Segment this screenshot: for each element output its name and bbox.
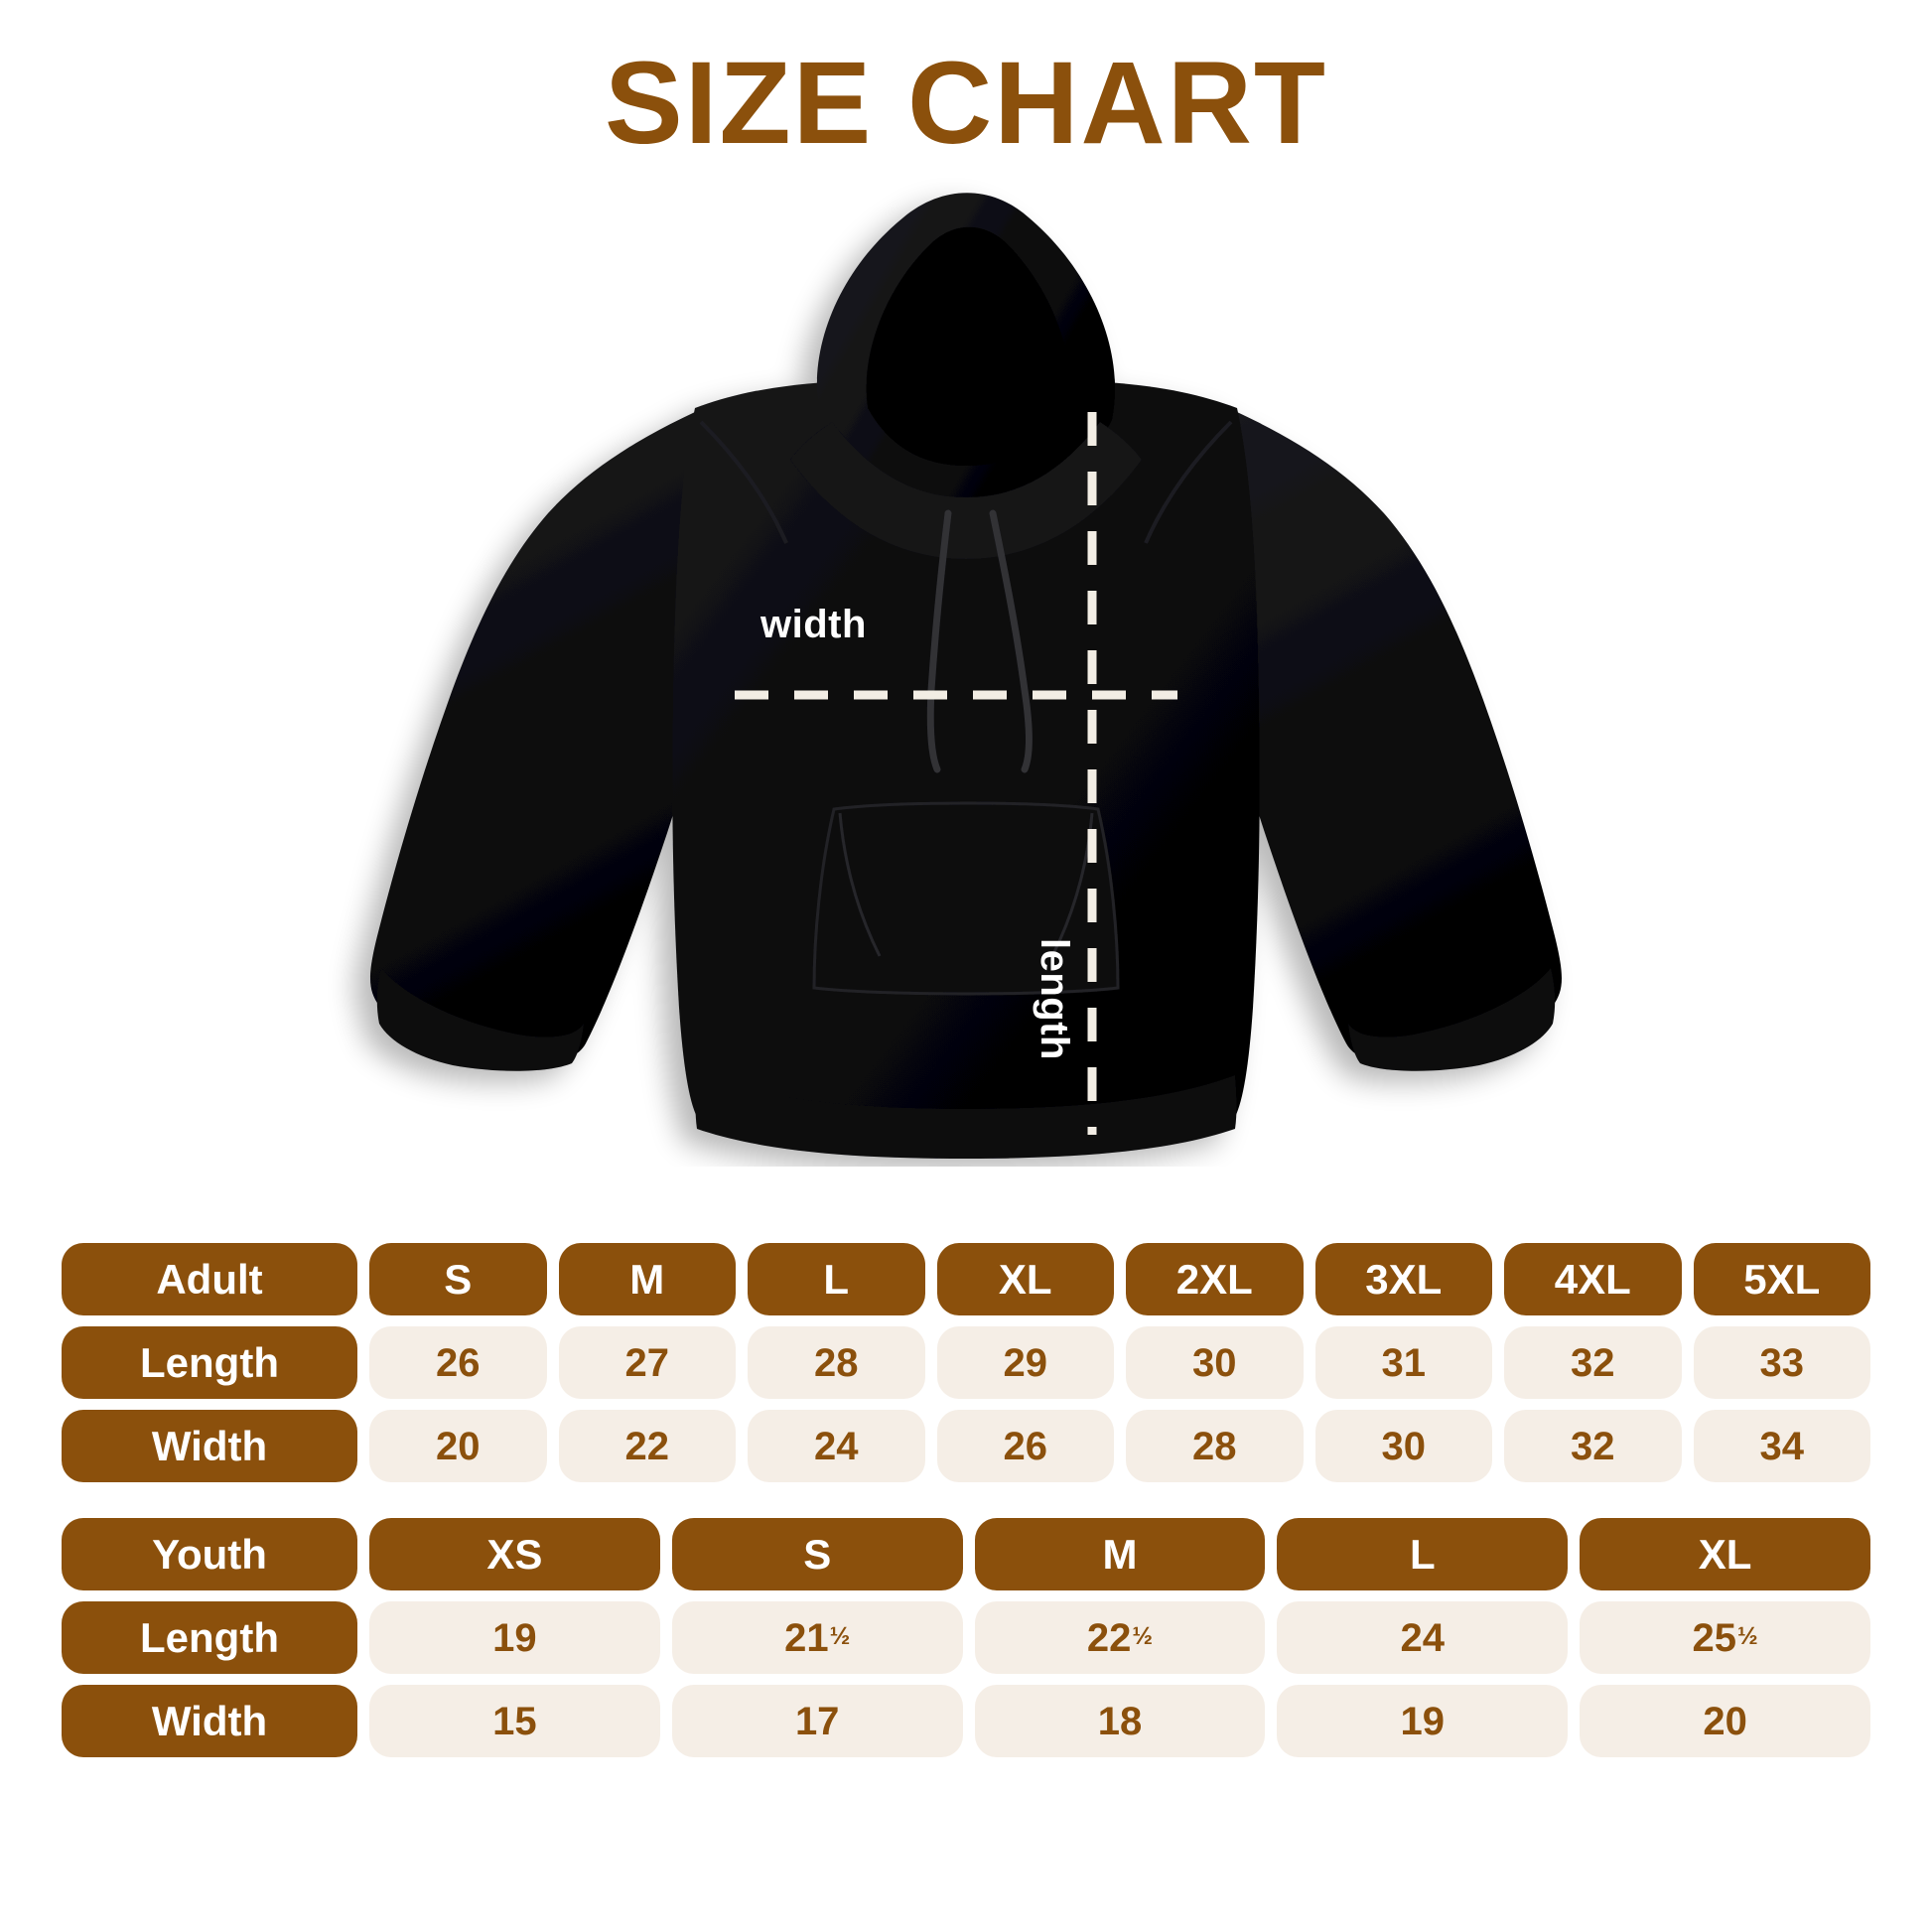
hoodie-right-sleeve	[1217, 412, 1562, 1062]
youth-width-s: 17	[671, 1685, 963, 1757]
adult-width-5xl: 34	[1693, 1410, 1870, 1482]
adult-width-3xl: 30	[1314, 1410, 1492, 1482]
hoodie-graphic	[370, 193, 1562, 1159]
size-tables: Adult S M L XL 2XL 3XL 4XL 5XL Length 26…	[62, 1243, 1870, 1757]
adult-width-4xl: 32	[1504, 1410, 1682, 1482]
adult-size-m: M	[558, 1243, 736, 1315]
youth-size-xl: XL	[1580, 1518, 1870, 1590]
adult-length-s: 26	[369, 1326, 547, 1399]
hoodie-pocket-opening-left	[838, 812, 882, 957]
length-label: length	[1033, 938, 1076, 1060]
hoodie-drawstring-right	[989, 509, 1033, 773]
adult-length-2xl: 30	[1126, 1326, 1304, 1399]
youth-table-label: Youth	[62, 1518, 357, 1590]
youth-length-s: 21 ½	[671, 1601, 963, 1674]
width-label: width	[760, 603, 867, 646]
adult-width-s: 20	[369, 1410, 547, 1482]
youth-size-xs: XS	[369, 1518, 660, 1590]
hoodie-pocket	[812, 801, 1120, 996]
hoodie-left-sleeve	[370, 412, 715, 1062]
youth-header-row: Youth XS S M L XL	[62, 1518, 1870, 1590]
adult-header-row: Adult S M L XL 2XL 3XL 4XL 5XL	[62, 1243, 1870, 1315]
adult-table-label: Adult	[62, 1243, 357, 1315]
hoodie-seam-left	[699, 420, 788, 544]
adult-size-5xl: 5XL	[1693, 1243, 1870, 1315]
hoodie-neckline	[790, 422, 1142, 559]
page-title: SIZE CHART	[605, 38, 1327, 169]
adult-size-xl: XL	[936, 1243, 1114, 1315]
adult-width-m: 22	[558, 1410, 736, 1482]
youth-size-table: Youth XS S M L XL Length 19 21 ½ 22 ½ 24 2…	[62, 1518, 1870, 1757]
adult-size-3xl: 3XL	[1314, 1243, 1492, 1315]
youth-length-m: 22 ½	[974, 1601, 1266, 1674]
adult-length-3xl: 31	[1314, 1326, 1492, 1399]
adult-length-label: Length	[62, 1326, 357, 1399]
adult-length-row: Length 26 27 28 29 30 31 32 33	[62, 1326, 1870, 1399]
hoodie-hood-inner	[866, 226, 1070, 466]
adult-size-l: L	[748, 1243, 925, 1315]
youth-length-xs: 19	[369, 1601, 660, 1674]
hoodie-seam-right	[1144, 420, 1233, 544]
hoodie-drawstring-left	[926, 509, 952, 773]
adult-length-xl: 29	[936, 1326, 1114, 1399]
adult-width-l: 24	[748, 1410, 925, 1482]
adult-width-row: Width 20 22 24 26 28 30 32 34	[62, 1410, 1870, 1482]
adult-length-4xl: 32	[1504, 1326, 1682, 1399]
youth-width-l: 19	[1277, 1685, 1569, 1757]
adult-length-l: 28	[748, 1326, 925, 1399]
adult-width-2xl: 28	[1126, 1410, 1304, 1482]
adult-width-xl: 26	[936, 1410, 1114, 1482]
youth-length-l: 24	[1277, 1601, 1569, 1674]
youth-width-m: 18	[974, 1685, 1266, 1757]
garment-illustration: width length	[0, 174, 1932, 1167]
hoodie-left-cuff	[376, 968, 584, 1071]
youth-width-xs: 15	[369, 1685, 660, 1757]
youth-size-m: M	[974, 1518, 1266, 1590]
youth-width-xl: 20	[1580, 1685, 1870, 1757]
adult-size-2xl: 2XL	[1126, 1243, 1304, 1315]
youth-width-row: Width 15 17 18 19 20	[62, 1685, 1870, 1757]
adult-width-label: Width	[62, 1410, 357, 1482]
adult-size-table: Adult S M L XL 2XL 3XL 4XL 5XL Length 26…	[62, 1243, 1870, 1482]
hoodie-right-cuff	[1348, 968, 1556, 1071]
youth-size-l: L	[1277, 1518, 1569, 1590]
youth-length-xl: 25 ½	[1580, 1601, 1870, 1674]
youth-width-label: Width	[62, 1685, 357, 1757]
adult-length-m: 27	[558, 1326, 736, 1399]
adult-size-s: S	[369, 1243, 547, 1315]
youth-length-label: Length	[62, 1601, 357, 1674]
adult-size-4xl: 4XL	[1504, 1243, 1682, 1315]
youth-size-s: S	[671, 1518, 963, 1590]
measurement-guides	[735, 412, 1177, 1135]
youth-length-row: Length 19 21 ½ 22 ½ 24 25 ½	[62, 1601, 1870, 1674]
adult-length-5xl: 33	[1693, 1326, 1870, 1399]
hoodie-bottom-hem	[695, 1075, 1237, 1159]
